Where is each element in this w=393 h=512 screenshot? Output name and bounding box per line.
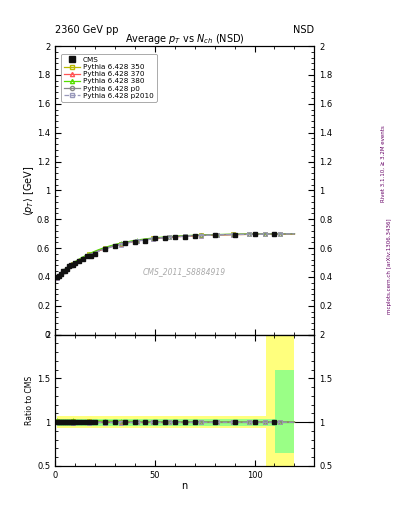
Text: CMS_2011_S8884919: CMS_2011_S8884919 <box>143 267 226 276</box>
Legend: CMS, Pythia 6.428 350, Pythia 6.428 370, Pythia 6.428 380, Pythia 6.428 p0, Pyth: CMS, Pythia 6.428 350, Pythia 6.428 370,… <box>61 54 156 101</box>
Text: Rivet 3.1.10, ≥ 3.2M events: Rivet 3.1.10, ≥ 3.2M events <box>381 125 386 202</box>
Text: 2360 GeV pp: 2360 GeV pp <box>55 25 119 35</box>
X-axis label: n: n <box>182 481 188 491</box>
Text: NSD: NSD <box>293 25 314 35</box>
Text: mcplots.cern.ch [arXiv:1306.3436]: mcplots.cern.ch [arXiv:1306.3436] <box>387 219 391 314</box>
Title: Average $p_T$ vs $N_{ch}$ (NSD): Average $p_T$ vs $N_{ch}$ (NSD) <box>125 32 245 46</box>
Y-axis label: Ratio to CMS: Ratio to CMS <box>25 376 34 425</box>
Y-axis label: $\langle p_T \rangle$ [GeV]: $\langle p_T \rangle$ [GeV] <box>22 165 35 216</box>
